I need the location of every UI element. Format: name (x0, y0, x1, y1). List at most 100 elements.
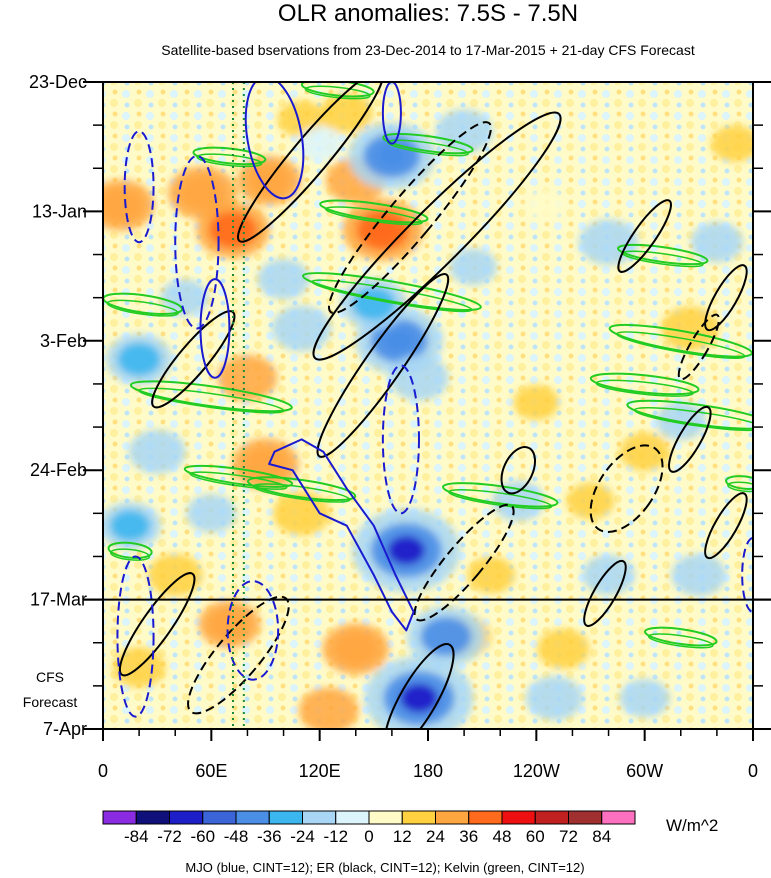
colorbar-swatch (568, 810, 603, 825)
kelvin-contour-inner (616, 331, 746, 360)
colorbar-swatch (202, 810, 237, 825)
er-contour (413, 503, 515, 622)
kelvin-contours (103, 82, 753, 649)
kelvin-contour-inner (595, 379, 694, 397)
anomaly-blob-outer (566, 482, 615, 520)
x-tick-label: 120W (513, 761, 560, 781)
anomaly-blob-core (400, 683, 438, 713)
colorbar-swatch (435, 810, 470, 825)
er-contour (500, 446, 537, 495)
kelvin-contour (608, 323, 753, 358)
anomaly-blob-outer (525, 676, 583, 721)
kelvin-contour-inner (311, 279, 473, 313)
colorbar-tick-label: 60 (526, 827, 545, 846)
x-tick-label: 0 (748, 761, 758, 781)
er-contour (328, 121, 492, 314)
anomaly-blob-outer (147, 553, 203, 596)
er-contour (316, 273, 450, 458)
mjo-contour (244, 82, 305, 200)
colorbar-tick-label: 36 (459, 827, 478, 846)
anomaly-blob-outer (449, 248, 497, 286)
anomaly-blob-core (387, 535, 426, 565)
colorbar-tick-label: -60 (190, 827, 215, 846)
kelvin-contour-inner (304, 85, 371, 100)
anomaly-blob-outer (711, 125, 753, 162)
er-contour (118, 572, 196, 677)
colorbar-tick-label: -84 (124, 827, 149, 846)
y-tick-label: 3-Feb (40, 331, 87, 351)
colorbar-swatch (335, 810, 370, 825)
colorbar-units: W/m^2 (666, 816, 718, 835)
er-contour (704, 492, 748, 560)
anomaly-blobs (103, 92, 753, 729)
kelvin-contour-inner (189, 471, 288, 490)
colorbar-swatch (468, 810, 503, 825)
anomaly-blob-mid (334, 632, 378, 666)
colorbar-swatch (368, 810, 403, 825)
mjo-contour (381, 82, 402, 145)
colorbar-tick-label: -48 (224, 827, 249, 846)
y-tick-label: 17-Mar (30, 590, 87, 610)
kelvin-contour (246, 476, 357, 502)
colorbar-swatch (401, 810, 436, 825)
er-contours (118, 82, 748, 729)
er-contour (383, 643, 455, 729)
kelvin-contour (192, 146, 267, 166)
kelvin-contour (183, 464, 294, 488)
colorbar-tick-label: -36 (257, 827, 282, 846)
anomaly-blob-outer (671, 553, 727, 596)
plot-field (103, 82, 753, 729)
colorbar-tick-label: -72 (157, 827, 182, 846)
colorbar-tick-label: 48 (493, 827, 512, 846)
anomaly-blob-outer (661, 306, 719, 351)
anomaly-blob-core (376, 144, 408, 168)
kelvin-contour (107, 541, 153, 559)
anomaly-blob-mid (243, 447, 288, 481)
kelvin-contour (617, 243, 709, 266)
kelvin-contour-inner (647, 633, 714, 649)
er-contour (151, 310, 236, 409)
kelvin-contour (441, 482, 559, 508)
colorbar-swatch (302, 810, 337, 825)
anomaly-blob-outer (299, 687, 359, 729)
kelvin-contour (301, 272, 482, 311)
x-tick-label: 60E (195, 761, 227, 781)
colorbar-swatch (102, 810, 137, 825)
colorbar-tick-label: -12 (323, 827, 348, 846)
colorbar-swatch (135, 810, 170, 825)
anomaly-blob-outer (389, 354, 449, 401)
er-contour (237, 82, 385, 243)
kelvin-contour (382, 132, 474, 155)
footnote: MJO (blue, CINT=12); ER (black, CINT=12)… (185, 860, 584, 875)
colorbar-tick-label: 12 (393, 827, 412, 846)
mjo-contour (116, 555, 155, 718)
anomaly-blob-mid (117, 342, 161, 376)
kelvin-contour (589, 372, 700, 396)
anomaly-blob-outer (619, 432, 670, 471)
kelvin-contour (300, 82, 375, 98)
x-tick-label: 0 (98, 761, 108, 781)
kelvin-contour (644, 626, 718, 647)
forecast-label-line1: CFS (36, 669, 64, 685)
anomaly-blob-outer (273, 491, 331, 536)
anomaly-blob-outer (128, 429, 186, 474)
colorbar-tick-label: 0 (364, 827, 373, 846)
chart-title: OLR anomalies: 7.5S - 7.5N (278, 0, 578, 27)
anomaly-blob-outer (578, 219, 639, 266)
kelvin-contour-inner (387, 139, 469, 157)
kelvin-contour-inner (447, 489, 553, 510)
anomaly-blob-outer (582, 554, 635, 596)
colorbar-tick-label: 24 (426, 827, 445, 846)
anomaly-blob-mid (109, 510, 151, 542)
colorbar-swatch (501, 810, 536, 825)
mjo-contour (226, 580, 280, 681)
y-tick-label: 7-Apr (43, 719, 87, 739)
colorbar-tick-label: -24 (290, 827, 315, 846)
kelvin-contour-inner (196, 153, 263, 168)
er-contour (704, 264, 748, 332)
anomaly-blob-outer (513, 385, 559, 420)
anomaly-blob-outer (217, 354, 278, 401)
anomaly-blob-mid (209, 211, 257, 249)
mjo-contours (116, 82, 753, 718)
